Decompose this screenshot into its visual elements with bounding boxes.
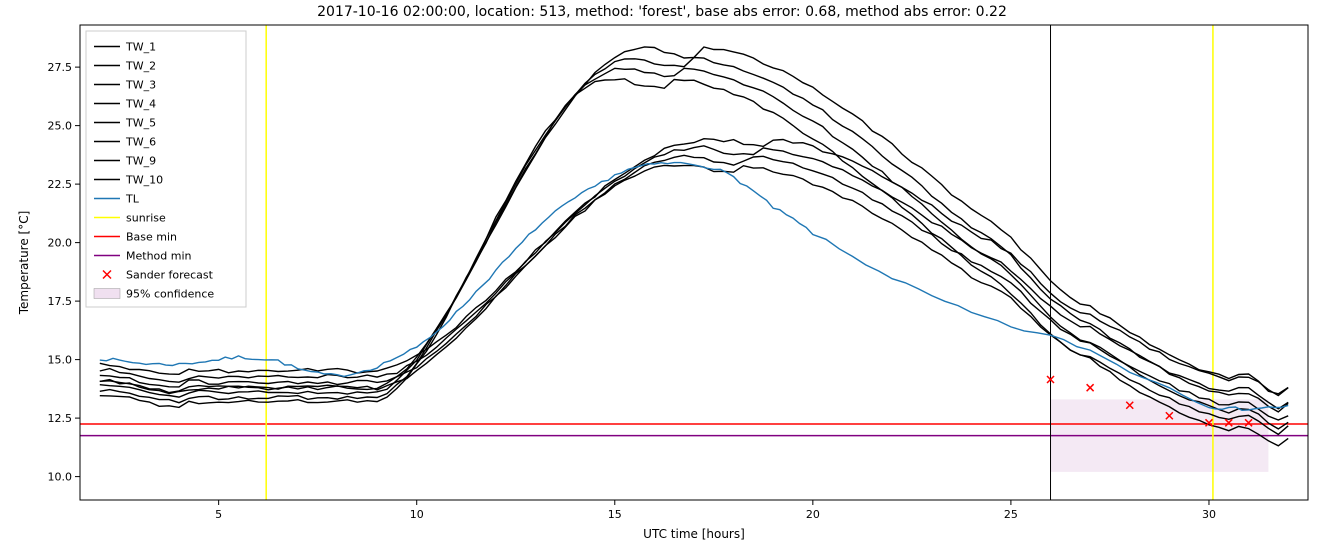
legend-label: sunrise [126, 212, 166, 225]
legend-label: TL [125, 193, 140, 206]
legend-label: TW_5 [125, 117, 156, 130]
y-tick-label: 25.0 [48, 120, 73, 133]
y-tick-label: 27.5 [48, 61, 73, 74]
y-tick-label: 10.0 [48, 471, 73, 484]
x-tick-label: 10 [410, 508, 424, 521]
x-tick-label: 30 [1202, 508, 1216, 521]
legend-swatch [94, 289, 120, 299]
legend-label: TW_3 [125, 79, 156, 92]
legend-label: TW_10 [125, 174, 163, 187]
y-tick-label: 15.0 [48, 354, 73, 367]
x-tick-label: 20 [806, 508, 820, 521]
chart-container: 2017-10-16 02:00:00, location: 513, meth… [0, 0, 1324, 547]
chart-title: 2017-10-16 02:00:00, location: 513, meth… [0, 4, 1324, 20]
legend-label: Sander forecast [126, 269, 214, 282]
x-tick-label: 5 [215, 508, 222, 521]
y-tick-label: 17.5 [48, 295, 73, 308]
legend-label: TW_9 [125, 155, 156, 168]
legend-label: Base min [126, 231, 177, 244]
y-tick-label: 12.5 [48, 412, 73, 425]
chart-svg: 5 10 15 20 25 30 10.0 12.5 15.0 17.5 20.0 22.5 25.0 2… [0, 0, 1324, 547]
legend-label: TW_6 [125, 136, 156, 149]
y-tick-label: 20.0 [48, 237, 73, 250]
x-tick-label: 25 [1004, 508, 1018, 521]
legend: TW_1 TW_2 TW_3 TW_4 TW_5 TW_6 TW_9 TW_10 TL sunri… [86, 31, 246, 307]
legend-label: Method min [126, 250, 192, 263]
legend-label: TW_1 [125, 41, 156, 54]
y-tick-label: 22.5 [48, 178, 73, 191]
legend-label: 95% confidence [126, 288, 214, 301]
x-tick-label: 15 [608, 508, 622, 521]
legend-frame [86, 31, 246, 307]
legend-label: TW_4 [125, 98, 156, 111]
legend-label: TW_2 [125, 60, 156, 73]
x-axis-label: UTC time [hours] [643, 527, 745, 541]
y-axis-label: Temperature [°C] [17, 211, 31, 316]
